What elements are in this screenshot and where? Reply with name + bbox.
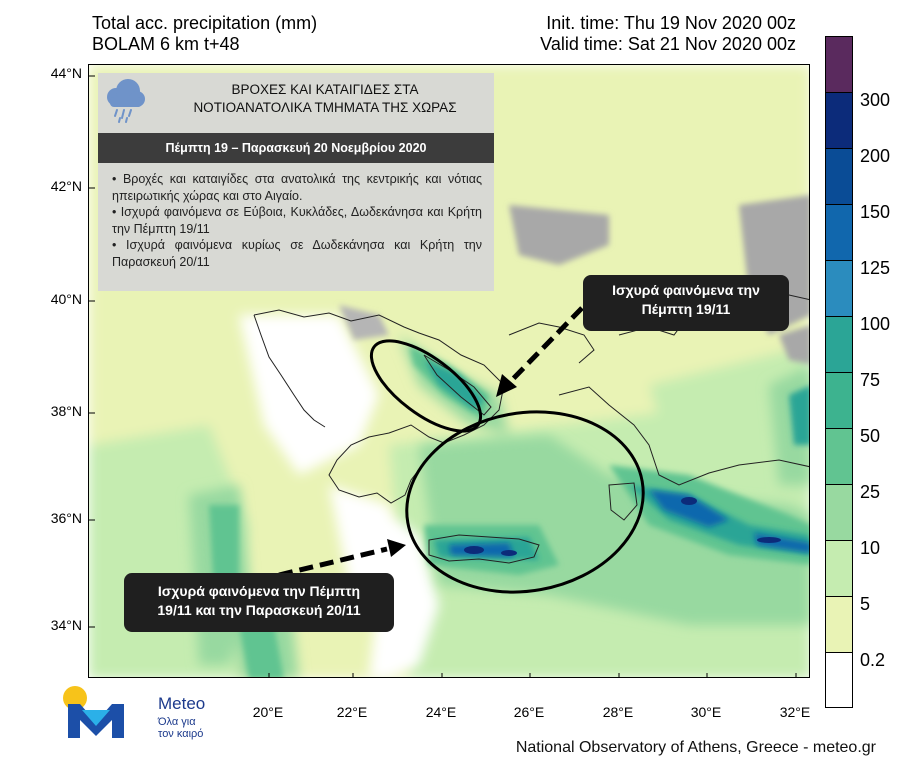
callout-north: Ισχυρά φαινόμενα την Πέμπτη 19/11 [583, 275, 789, 331]
colorbar-label: 5 [860, 594, 871, 614]
colorbar-label: 0.2 [860, 650, 886, 670]
colorbar-segment [826, 485, 852, 541]
info-title-line1: ΒΡΟΧΕΣ ΚΑΙ ΚΑΤΑΙΓΙΔΕΣ ΣΤΑ [231, 82, 419, 97]
lon-label-30: 30°E [690, 704, 722, 720]
colorbar-label: 200 [860, 146, 891, 166]
precipitation-colorbar [825, 36, 853, 708]
info-title-line2: ΝΟΤΙΟΑΝΑΤΟΛΙΚΑ ΤΜΗΜΑΤΑ ΤΗΣ ΧΩΡΑΣ [193, 100, 457, 115]
lon-label-26: 26°E [513, 704, 545, 720]
south-highlight-ellipse [405, 410, 645, 594]
init-time: Init. time: Thu 19 Nov 2020 00z [546, 13, 796, 33]
callout-north-line1: Ισχυρά φαινόμενα την [612, 282, 760, 298]
north-arrow [496, 306, 584, 397]
time-info: Init. time: Thu 19 Nov 2020 00z Valid ti… [540, 13, 796, 55]
forecast-info-box: ΒΡΟΧΕΣ ΚΑΙ ΚΑΤΑΙΓΙΔΕΣ ΣΤΑ ΝΟΤΙΟΑΝΑΤΟΛΙΚΑ… [98, 73, 494, 291]
colorbar-label: 150 [860, 202, 891, 222]
colorbar-segment [826, 93, 852, 149]
lat-label-42: 42°N [50, 178, 82, 194]
info-title: ΒΡΟΧΕΣ ΚΑΙ ΚΑΤΑΙΓΙΔΕΣ ΣΤΑ ΝΟΤΙΟΑΝΑΤΟΛΙΚΑ… [160, 81, 490, 117]
info-bullet: • Ισχυρά φαινόμενα κυρίως σε Δωδεκάνησα … [112, 238, 482, 269]
lon-label-20: 20°E [252, 704, 284, 720]
callout-south-line2: 19/11 και την Παρασκευή 20/11 [157, 602, 361, 618]
colorbar-label: 100 [860, 314, 891, 334]
logo-name: Meteo [158, 694, 206, 713]
callout-south-line1: Ισχυρά φαινόμενα την Πέμπτη [157, 583, 361, 599]
lon-label-32: 32°E [779, 704, 811, 720]
colorbar-label: 10 [860, 538, 881, 558]
rain-cloud-icon [107, 79, 145, 123]
lat-label-34: 34°N [50, 617, 82, 633]
chart-title-line1: Total acc. precipitation (mm) [92, 13, 318, 33]
callout-north-line2: Πέμπτη 19/11 [641, 301, 731, 317]
chart-title-line2: BOLAM 6 km t+48 [92, 34, 240, 54]
north-highlight-ellipse [369, 339, 483, 433]
colorbar-segment [826, 317, 852, 373]
colorbar-label: 50 [860, 426, 881, 446]
colorbar-segment [826, 597, 852, 653]
colorbar-segment [826, 37, 852, 93]
lon-label-22: 22°E [336, 704, 368, 720]
colorbar-segment [826, 205, 852, 261]
logo-tagline-line2: τον καιρό [158, 728, 204, 740]
graticule-ticks [89, 75, 797, 677]
dry-sea-areas [239, 315, 439, 677]
colorbar-segment [826, 373, 852, 429]
rain-core-max [464, 497, 781, 556]
info-bullet: • Βροχές και καταιγίδες στα ανατολικά τη… [112, 172, 482, 203]
colorbar-segment [826, 429, 852, 485]
lat-label-36: 36°N [50, 510, 82, 526]
south-arrow [278, 539, 406, 578]
colorbar-label: 125 [860, 258, 891, 278]
lon-label-28: 28°E [602, 704, 634, 720]
colorbar-segment [826, 541, 852, 597]
logo-tagline-line1: Όλα για [158, 716, 196, 728]
colorbar-label: 25 [860, 482, 881, 502]
lat-label-44: 44°N [50, 65, 82, 81]
colorbar-label: 300 [860, 90, 891, 110]
meteo-logo-icon[interactable] [58, 684, 258, 742]
colorbar-label: 75 [860, 370, 881, 390]
colorbar-segment [826, 149, 852, 205]
lon-label-24: 24°E [425, 704, 457, 720]
colorbar-segment [826, 261, 852, 317]
colorbar-segment [826, 653, 852, 707]
info-bullet-list: • Βροχές και καταιγίδες στα ανατολικά τη… [112, 171, 482, 270]
lat-label-38: 38°N [50, 403, 82, 419]
lat-label-40: 40°N [50, 291, 82, 307]
valid-time: Valid time: Sat 21 Nov 2020 00z [540, 34, 796, 54]
callout-south: Ισχυρά φαινόμενα την Πέμπτη 19/11 και τη… [124, 573, 394, 632]
info-date-banner: Πέμπτη 19 – Παρασκευή 20 Νοεμβρίου 2020 [98, 133, 494, 163]
chart-title: Total acc. precipitation (mm) BOLAM 6 km… [92, 13, 317, 55]
info-bullet: • Ισχυρά φαινόμενα σε Εύβοια, Κυκλάδες, … [112, 205, 482, 236]
footer-credit: National Observatory of Athens, Greece -… [515, 739, 876, 756]
